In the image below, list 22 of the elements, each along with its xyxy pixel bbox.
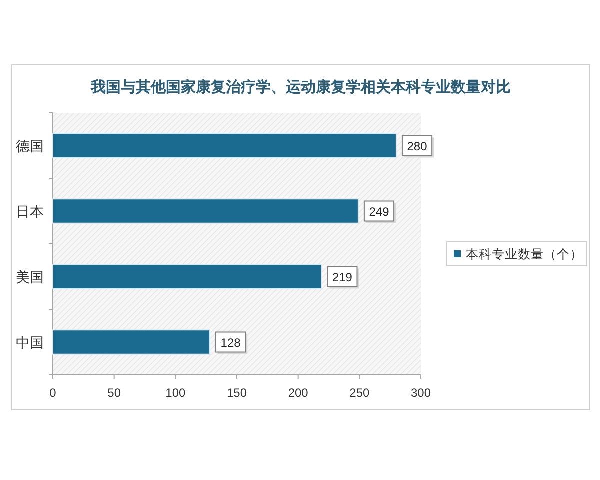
bar (52, 330, 211, 355)
data-label: 280 (407, 139, 428, 154)
data-label: 249 (369, 204, 390, 219)
legend-label: 本科专业数量（个） (466, 248, 583, 262)
y-tick-label: 美国 (16, 268, 44, 285)
bar (52, 198, 359, 224)
legend: 本科专业数量（个） (446, 242, 588, 266)
x-tick-label: 0 (50, 386, 57, 400)
data-label: 219 (332, 270, 353, 284)
x-tick-label: 150 (226, 386, 248, 400)
x-tick-label: 250 (350, 386, 370, 400)
y-tick-label: 中国 (16, 334, 44, 350)
bar (52, 133, 397, 158)
y-tick-label: 日本 (16, 203, 44, 220)
y-tick-label: 德国 (16, 138, 44, 154)
x-tick-label: 50 (108, 386, 122, 400)
x-tick-label: 200 (288, 386, 309, 400)
data-label: 128 (220, 336, 242, 350)
bar (52, 264, 322, 290)
x-tick-label: 100 (166, 386, 186, 400)
x-tick-label: 300 (410, 386, 432, 400)
chart-title: 我国与其他国家康复治疗学、运动康复学相关本科专业数量对比 (90, 78, 511, 96)
